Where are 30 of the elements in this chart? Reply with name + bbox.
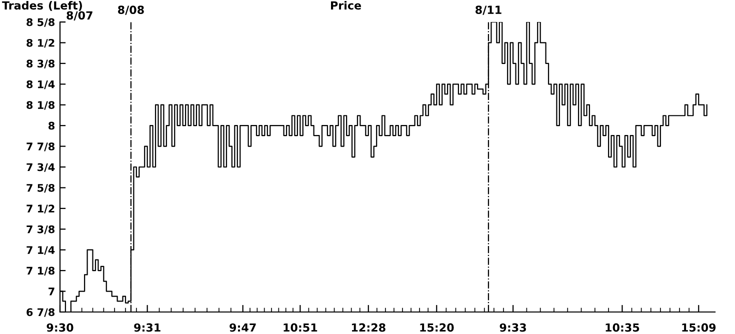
x-tick-label: 10:35 (606, 323, 640, 332)
text: Trades (2, 1, 43, 10)
chart-title: Price (331, 1, 362, 10)
x-tick-label: 9:31 (134, 323, 160, 332)
y-tick-label: 8 1/4 (26, 80, 55, 90)
x-tick-label: 15:09 (682, 323, 716, 332)
y-tick-label: 7 1/4 (26, 246, 55, 255)
x-tick-label: 15:20 (420, 323, 454, 332)
y-tick-label: 7 5/8 (26, 184, 54, 193)
text: 8/08 (118, 6, 144, 15)
y-tick-label: 7 (48, 288, 54, 296)
y-tick-label: 7 3/8 (26, 225, 54, 234)
x-tick-label: 9:33 (500, 323, 526, 332)
y-tick-label: 8 5/8 (26, 18, 54, 27)
text: 8/11 (476, 6, 502, 15)
x-tick-label: 10:51 (284, 323, 318, 332)
y-tick-label: 7 3/4 (26, 163, 55, 172)
y-tick-label: 7 1/8 (26, 266, 54, 276)
x-tick-label: 12:28 (352, 323, 386, 332)
x-tick-label: 9:47 (230, 323, 256, 332)
y-tick-label: 8 1/8 (26, 101, 54, 110)
y-tick-label: 8 1/2 (26, 38, 54, 48)
y-tick-label: 8 (48, 122, 54, 130)
text: 8/07 (66, 11, 92, 20)
y-tick-label: 6 7/8 (26, 308, 54, 317)
x-tick-label: 9:30 (46, 323, 74, 332)
text: (Left) (48, 1, 82, 11)
y-tick-label: 7 1/2 (26, 204, 54, 214)
y-tick-label: 8 3/8 (26, 60, 54, 68)
y-tick-label: 7 7/8 (26, 142, 54, 152)
